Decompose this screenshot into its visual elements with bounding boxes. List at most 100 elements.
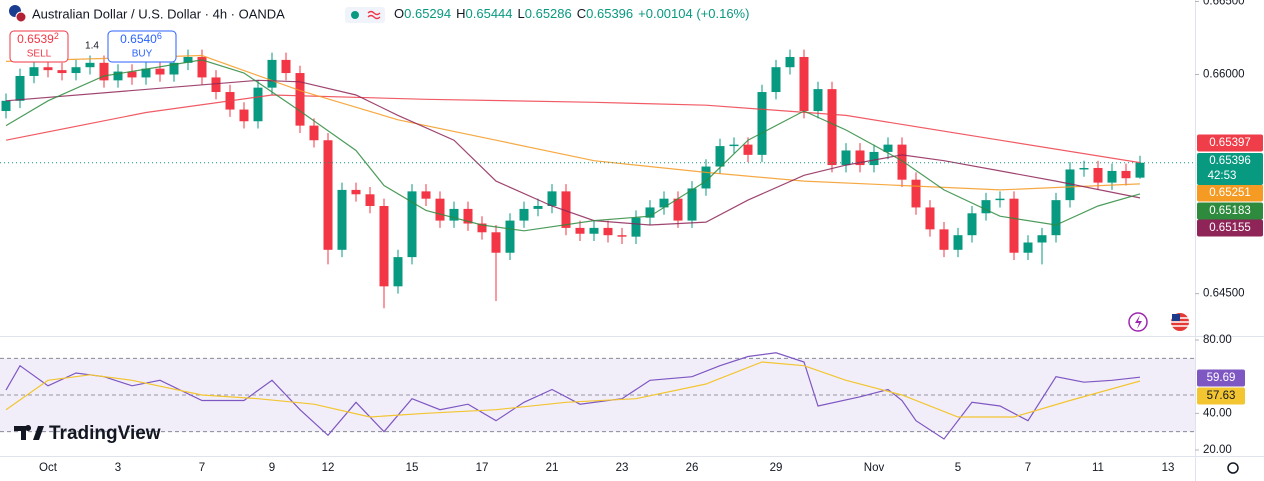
events-icon-bolt[interactable]: [1135, 315, 1142, 329]
status-dot: [351, 11, 359, 19]
candle-body: [379, 205, 389, 287]
candle-body: [701, 166, 711, 189]
candle-body: [897, 144, 907, 180]
rsi-tag: [1197, 369, 1245, 387]
sell-label[interactable]: SELL: [27, 49, 52, 60]
candle-body: [547, 191, 557, 206]
candle-body: [1009, 198, 1019, 253]
candle-body: [1093, 168, 1103, 183]
buy-price-pip[interactable]: 6: [157, 31, 162, 41]
candle-body: [1065, 169, 1075, 201]
candle-body: [169, 62, 179, 75]
ohlc-value: 0.65286: [525, 6, 572, 21]
candle-body: [967, 213, 977, 236]
candle-body: [771, 67, 781, 93]
candle-body: [85, 62, 95, 68]
x-tick-label: 9: [269, 462, 275, 474]
candle-body: [337, 189, 347, 250]
price-tag-label: 0.65397: [1209, 137, 1251, 149]
candle-body: [715, 146, 725, 167]
candle-body: [603, 227, 613, 236]
buy-price-main[interactable]: 0.6540: [120, 32, 157, 46]
sell-box[interactable]: [9, 30, 69, 63]
candle-body: [295, 73, 305, 126]
rsi-line: [5, 352, 1141, 440]
candle-body: [113, 71, 123, 81]
candle-body: [799, 56, 809, 112]
buy-box[interactable]: [107, 30, 177, 63]
price-tag: [1197, 184, 1263, 202]
buy-label[interactable]: BUY: [132, 49, 153, 60]
brand-logo: [14, 425, 44, 440]
candle-body: [393, 257, 403, 287]
candle-body: [659, 198, 669, 208]
candle-body: [15, 75, 25, 101]
x-tick-label: Oct: [39, 462, 58, 474]
candle-body: [939, 229, 949, 250]
candle-body: [71, 67, 81, 74]
x-tick-label: 11: [1092, 462, 1104, 474]
candle-body: [197, 56, 207, 78]
candle-body: [925, 207, 935, 230]
candle-body: [1037, 235, 1047, 243]
brand-name: TradingView: [49, 423, 161, 444]
candle-body: [911, 179, 921, 208]
settings-icon[interactable]: [1227, 462, 1239, 474]
x-tick-label: 7: [1025, 462, 1031, 474]
candle-body: [533, 205, 543, 209]
header: Australian Dollar / U.S. Dollar · 4h · O…: [9, 5, 749, 23]
flag-canton[interactable]: [1172, 314, 1180, 321]
candle-body: [127, 71, 137, 78]
candle-body: [1121, 170, 1131, 179]
symbol-title: Australian Dollar / U.S. Dollar · 4h · O…: [32, 6, 285, 21]
candle-body: [365, 194, 375, 206]
countdown: 42:53: [1208, 170, 1237, 182]
sell-price-pip[interactable]: 2: [54, 31, 59, 41]
candle-body: [743, 144, 753, 155]
ohlc-label: L: [518, 6, 525, 21]
x-tick-label: 12: [322, 462, 335, 474]
candle-body: [841, 150, 851, 166]
rsi-tag-label: 57.63: [1207, 390, 1236, 402]
tools[interactable]: [1128, 312, 1239, 474]
candle-body: [1051, 200, 1061, 236]
candle-body: [1, 100, 11, 112]
buy-price[interactable]: 0.65406: [120, 31, 162, 46]
symbol-icon: [15, 11, 27, 23]
price-tag: [1197, 219, 1263, 237]
price-tag: [1197, 153, 1263, 185]
candle-body: [995, 198, 1005, 201]
candle-body: [29, 67, 39, 76]
candle-body: [631, 217, 641, 237]
y-tick-label: 0.64500: [1203, 288, 1245, 300]
candle-body: [827, 89, 837, 166]
candle-body: [211, 77, 221, 93]
ohlc-value: 0.65444: [466, 6, 513, 21]
status-icon: [367, 10, 381, 20]
candle-body: [323, 140, 333, 250]
price-tag: [1197, 202, 1263, 220]
candle-body: [869, 151, 879, 166]
sell-price-main[interactable]: 0.6539: [17, 32, 54, 46]
candle-body: [1023, 242, 1033, 253]
x-tick-label: 13: [1162, 462, 1175, 474]
sell-button[interactable]: 0.65392 SELL: [9, 30, 69, 63]
y-tick-label: 40.00: [1203, 407, 1232, 419]
candle-body: [267, 59, 277, 88]
sell-price[interactable]: 0.65392: [17, 31, 59, 46]
buy-button[interactable]: 0.65406 BUY: [107, 30, 177, 63]
x-tick-label: 17: [476, 462, 489, 474]
candle-body: [43, 67, 53, 71]
candle-body: [351, 189, 361, 195]
moving-average: [5, 94, 1141, 164]
candle-body: [813, 89, 823, 112]
candle-body: [981, 200, 991, 214]
x-tick-label: 21: [546, 462, 559, 474]
candle-body: [239, 109, 249, 122]
candle-body: [785, 56, 795, 68]
candle-body: [505, 220, 515, 253]
candle-body: [141, 68, 151, 78]
spread: 1.4: [85, 41, 99, 52]
